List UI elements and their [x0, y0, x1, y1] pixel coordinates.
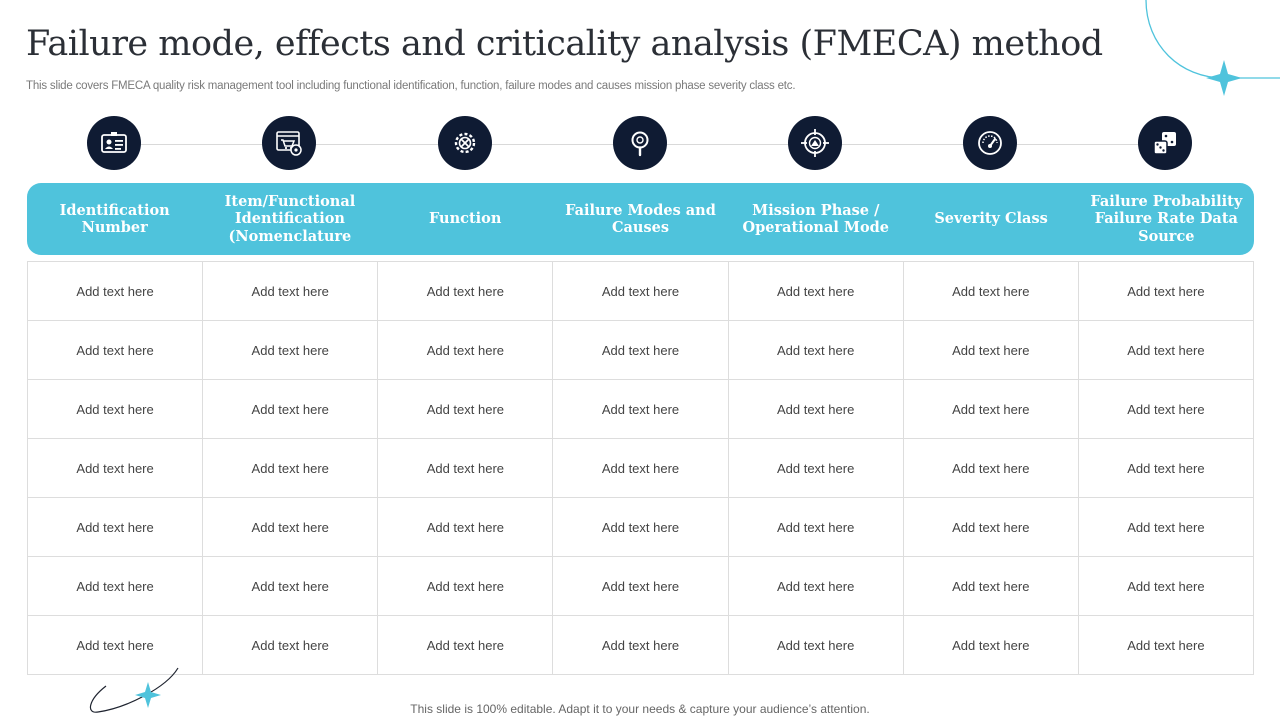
table-cell[interactable]: Add text here: [902, 615, 1079, 675]
table-cell[interactable]: Add text here: [902, 320, 1079, 380]
target-icon: [788, 116, 842, 170]
table-cell[interactable]: Add text here: [1077, 438, 1255, 498]
table-cell[interactable]: Add text here: [727, 556, 904, 616]
table-cell[interactable]: Add text here: [377, 379, 554, 439]
table-row: Add text here Add text here Add text here A…: [26, 379, 1255, 439]
table-cell[interactable]: Add text here: [552, 615, 729, 675]
table-cell[interactable]: Add text here: [902, 379, 1079, 439]
gauge-icon: [963, 116, 1017, 170]
column-header: Function: [429, 210, 502, 228]
footer-note: This slide is 100% editable. Adapt it to…: [410, 702, 870, 716]
table-cell[interactable]: Add text here: [377, 615, 554, 675]
table-cell[interactable]: Add text here: [377, 497, 554, 557]
column-header: Item/Functional Identification (Nomencla…: [224, 192, 356, 245]
table-cell[interactable]: Add text here: [1077, 320, 1255, 380]
table-row: Add text here Add text here Add text here A…: [26, 438, 1255, 498]
table-cell[interactable]: Add text here: [902, 261, 1079, 321]
table-cell[interactable]: Add text here: [552, 438, 729, 498]
gear-tools-icon: [438, 116, 492, 170]
table-cell[interactable]: Add text here: [727, 615, 904, 675]
table-row: Add text here Add text here Add text here A…: [26, 320, 1255, 380]
column-header: Severity Class: [934, 210, 1048, 228]
table-cell[interactable]: Add text here: [202, 320, 379, 380]
table-cell[interactable]: Add text here: [26, 379, 204, 439]
table-cell[interactable]: Add text here: [1077, 497, 1255, 557]
decorative-arc-sparkle-icon: [1145, 0, 1280, 96]
table-cell[interactable]: Add text here: [26, 497, 204, 557]
table-cell[interactable]: Add text here: [902, 497, 1079, 557]
table-cell[interactable]: Add text here: [26, 556, 204, 616]
table-cell[interactable]: Add text here: [552, 379, 729, 439]
table-cell[interactable]: Add text here: [377, 261, 554, 321]
table-cell[interactable]: Add text here: [1077, 261, 1255, 321]
table-cell[interactable]: Add text here: [727, 438, 904, 498]
table-header: Identification Number Item/Functional Id…: [27, 183, 1254, 255]
table-cell[interactable]: Add text here: [552, 261, 729, 321]
table-row: Add text here Add text here Add text here A…: [26, 261, 1255, 321]
table-row: Add text here Add text here Add text here A…: [26, 556, 1255, 616]
id-card-icon: [87, 116, 141, 170]
table-cell[interactable]: Add text here: [552, 497, 729, 557]
column-header: Failure Modes and Causes: [565, 201, 716, 237]
table-cell[interactable]: Add text here: [902, 556, 1079, 616]
fmeca-table: Add text here Add text here Add text here A…: [26, 261, 1255, 675]
table-cell[interactable]: Add text here: [902, 438, 1079, 498]
table-cell[interactable]: Add text here: [202, 615, 379, 675]
table-cell[interactable]: Add text here: [552, 320, 729, 380]
table-cell[interactable]: Add text here: [26, 261, 204, 321]
table-cell[interactable]: Add text here: [377, 438, 554, 498]
table-cell[interactable]: Add text here: [26, 438, 204, 498]
page-title: Failure mode, effects and criticality an…: [26, 24, 1103, 64]
table-cell[interactable]: Add text here: [202, 497, 379, 557]
cart-gear-icon: [262, 116, 316, 170]
table-cell[interactable]: Add text here: [727, 320, 904, 380]
table-cell[interactable]: Add text here: [377, 320, 554, 380]
column-header: Failure Probability Failure Rate Data So…: [1090, 192, 1243, 245]
magnifier-icon: [613, 116, 667, 170]
table-cell[interactable]: Add text here: [552, 556, 729, 616]
decorative-orbit-sparkle-icon: [89, 667, 179, 713]
table-cell[interactable]: Add text here: [1077, 556, 1255, 616]
column-header: Identification Number: [59, 201, 170, 237]
table-cell[interactable]: Add text here: [202, 379, 379, 439]
table-cell[interactable]: Add text here: [202, 438, 379, 498]
table-cell[interactable]: Add text here: [26, 320, 204, 380]
column-header: Mission Phase / Operational Mode: [742, 201, 890, 237]
table-cell[interactable]: Add text here: [202, 261, 379, 321]
page-subtitle: This slide covers FMECA quality risk man…: [26, 80, 796, 92]
table-cell[interactable]: Add text here: [1077, 379, 1255, 439]
dice-icon: [1138, 116, 1192, 170]
table-cell[interactable]: Add text here: [202, 556, 379, 616]
table-row: Add text here Add text here Add text here A…: [26, 497, 1255, 557]
table-cell[interactable]: Add text here: [1077, 615, 1255, 675]
table-cell[interactable]: Add text here: [727, 379, 904, 439]
table-cell[interactable]: Add text here: [727, 261, 904, 321]
table-row: Add text here Add text here Add text here A…: [26, 615, 1255, 675]
table-cell[interactable]: Add text here: [377, 556, 554, 616]
icon-row: [27, 116, 1254, 172]
table-cell[interactable]: Add text here: [727, 497, 904, 557]
table-cell[interactable]: Add text here: [26, 615, 204, 675]
